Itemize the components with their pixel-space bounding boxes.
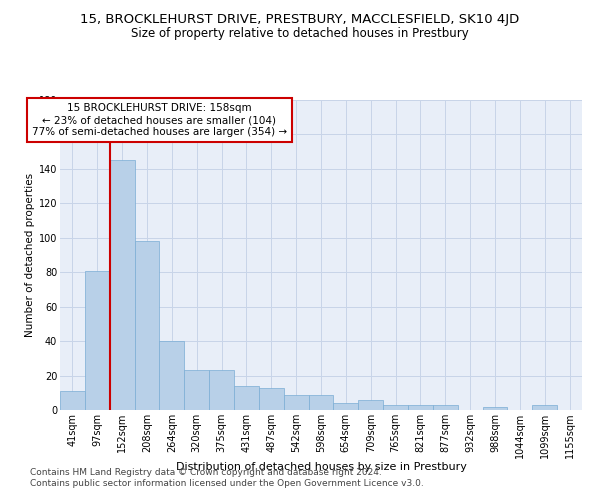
Bar: [209, 370, 234, 410]
Bar: [234, 386, 259, 410]
Bar: [284, 394, 308, 410]
Bar: [60, 391, 85, 410]
Bar: [308, 394, 334, 410]
Text: 15, BROCKLEHURST DRIVE, PRESTBURY, MACCLESFIELD, SK10 4JD: 15, BROCKLEHURST DRIVE, PRESTBURY, MACCL…: [80, 12, 520, 26]
Bar: [532, 405, 557, 410]
Bar: [358, 400, 383, 410]
Bar: [383, 405, 408, 410]
Bar: [334, 403, 358, 410]
Bar: [259, 388, 284, 410]
Text: Contains HM Land Registry data © Crown copyright and database right 2024.
Contai: Contains HM Land Registry data © Crown c…: [30, 468, 424, 487]
Bar: [85, 270, 110, 410]
Bar: [184, 370, 209, 410]
Bar: [408, 405, 433, 410]
Text: Size of property relative to detached houses in Prestbury: Size of property relative to detached ho…: [131, 28, 469, 40]
Bar: [433, 405, 458, 410]
X-axis label: Distribution of detached houses by size in Prestbury: Distribution of detached houses by size …: [176, 462, 466, 472]
Bar: [482, 406, 508, 410]
Text: 15 BROCKLEHURST DRIVE: 158sqm
← 23% of detached houses are smaller (104)
77% of : 15 BROCKLEHURST DRIVE: 158sqm ← 23% of d…: [32, 104, 287, 136]
Y-axis label: Number of detached properties: Number of detached properties: [25, 173, 35, 337]
Bar: [110, 160, 134, 410]
Bar: [134, 241, 160, 410]
Bar: [160, 341, 184, 410]
